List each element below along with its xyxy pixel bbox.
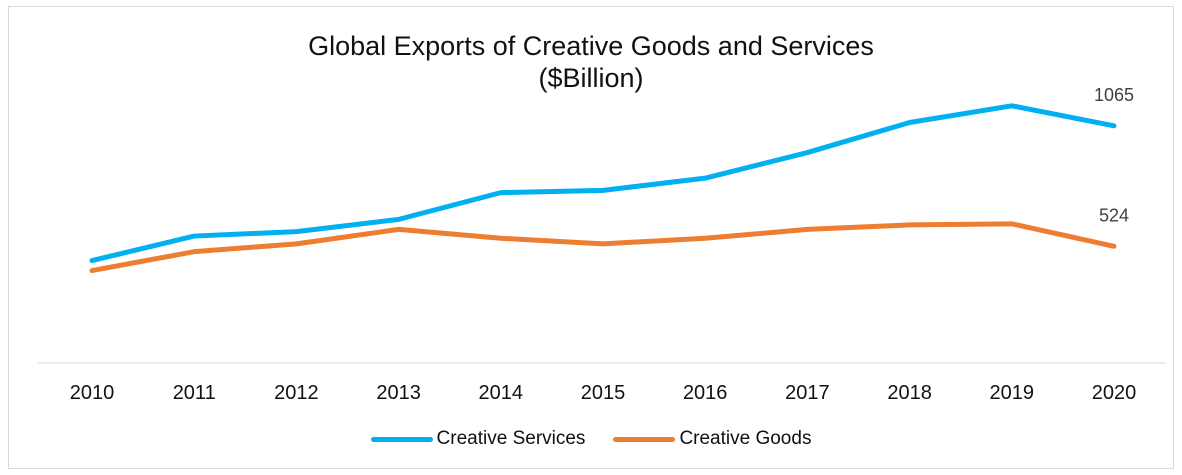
legend-label-creative-services: Creative Services: [436, 428, 586, 449]
x-tick-label-2016: 2016: [683, 382, 728, 404]
legend-swatch-creative-services: [370, 436, 433, 442]
x-tick-label-2018: 2018: [887, 382, 932, 404]
x-tick-label-2013: 2013: [376, 382, 421, 404]
series-line-creative-goods: [89, 221, 1117, 274]
x-tick-label-2010: 2010: [70, 382, 115, 404]
x-tick-label-2020: 2020: [1092, 382, 1137, 404]
data-label-creative-services: 1065: [1094, 85, 1134, 105]
series-line-creative-services: [89, 103, 1117, 264]
chart-title-line1: Global Exports of Creative Goods and Ser…: [308, 31, 874, 61]
x-tick-label-2017: 2017: [785, 382, 830, 404]
legend-item-creative-services: Creative Services: [370, 428, 586, 450]
x-tick-labels: 2010 2011 2012 2013 2014 2015 2016 2017 2018 2019…: [70, 382, 1137, 404]
legend-swatch-creative-goods: [613, 436, 676, 442]
x-tick-label-2015: 2015: [581, 382, 626, 404]
x-tick-label-2019: 2019: [990, 382, 1035, 404]
x-tick-label-2012: 2012: [274, 382, 319, 404]
legend-item-creative-goods: Creative Goods: [613, 428, 811, 450]
x-tick-label-2011: 2011: [173, 382, 216, 404]
chart-title: Global Exports of Creative Goods and Ser…: [0, 30, 1182, 94]
data-label-creative-goods: 524: [1099, 205, 1129, 225]
chart-title-line2: ($Billion): [538, 63, 644, 93]
x-tick-label-2014: 2014: [479, 382, 524, 404]
chart-legend: Creative Services Creative Goods: [0, 428, 1182, 450]
legend-label-creative-goods: Creative Goods: [679, 428, 812, 449]
series-layer: [89, 103, 1117, 274]
data-labels-layer: 1065 524: [1094, 85, 1134, 225]
